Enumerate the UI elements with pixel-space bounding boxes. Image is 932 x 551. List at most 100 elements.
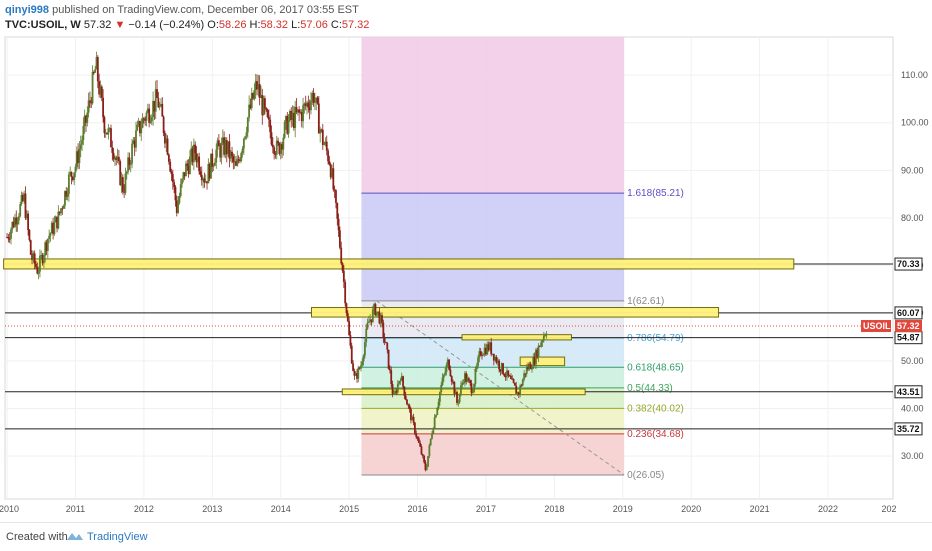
candle-body (78, 149, 81, 164)
candle-body (527, 366, 529, 370)
tradingview-brand[interactable]: TradingView (87, 531, 148, 543)
candle-body (56, 216, 58, 229)
candle-body (319, 129, 322, 134)
candle-body (440, 385, 443, 393)
candle-body (462, 382, 465, 384)
candle-body (416, 436, 419, 439)
candle-body (271, 144, 274, 148)
candle-body (74, 166, 77, 173)
candle-body (437, 401, 440, 408)
x-tick-label: 2018 (544, 504, 564, 514)
fib-trend-line (376, 300, 625, 476)
candle-body (170, 171, 173, 175)
x-tick-label: 2011 (66, 504, 85, 514)
x-tick-label: 2015 (339, 504, 359, 514)
candle-body (506, 370, 508, 377)
candle-body (495, 357, 498, 363)
tradingview-logo-icon[interactable] (66, 530, 84, 542)
candle-body (442, 374, 445, 378)
candle-body (167, 154, 170, 162)
candle-body (346, 313, 349, 322)
candle-body (12, 221, 15, 227)
candle-body (125, 171, 128, 174)
candle-body (235, 161, 237, 166)
candle-body (127, 157, 129, 172)
candle-body (491, 353, 494, 355)
y-tick-label: 80.00 (901, 213, 924, 223)
candle-body (124, 173, 127, 193)
candle-body (166, 138, 169, 155)
candle-body (279, 144, 282, 154)
candle-body (182, 172, 185, 180)
candle-body (510, 376, 512, 379)
candle-body (264, 98, 266, 108)
candle-body (32, 253, 35, 260)
candle-body (221, 137, 224, 143)
candle-body (525, 366, 528, 374)
fib-zone (361, 433, 625, 475)
footer: Created with TradingView (0, 522, 932, 551)
candle-body (116, 156, 119, 160)
candle-body (466, 378, 469, 382)
candle-body (37, 271, 40, 274)
y-tick-label: 40.00 (901, 404, 924, 414)
candle-body (140, 127, 143, 134)
candle-body (223, 137, 226, 155)
candle-body (478, 351, 481, 358)
candle-body (128, 157, 131, 165)
candle-body (94, 69, 97, 73)
candle-body (421, 454, 424, 456)
candle-body (541, 340, 544, 343)
author-link[interactable]: qinyi998 (5, 4, 50, 16)
candle-body (327, 150, 329, 162)
candle-body (295, 107, 298, 113)
candle-body (382, 322, 385, 338)
candle-body (413, 422, 416, 434)
candle-body (206, 181, 208, 184)
candle-body (29, 240, 32, 255)
candle-body (352, 363, 354, 371)
candle-body (99, 86, 102, 95)
candle-body (513, 382, 516, 386)
candle-body (339, 230, 341, 248)
candle-body (20, 194, 23, 205)
candle-body (344, 281, 347, 304)
candle-body (396, 383, 399, 393)
symbol-label: TVC:USOIL, W (5, 19, 81, 31)
candle-body (228, 141, 231, 159)
candle-body (307, 102, 310, 108)
candle-body (357, 367, 360, 379)
candle-body (133, 140, 136, 148)
candle-body (333, 189, 336, 191)
y-tick-label: 50.00 (901, 356, 924, 366)
candle-body (311, 93, 314, 101)
candle-body (366, 322, 369, 329)
x-tick-label: 2010 (0, 504, 19, 514)
candle-body (19, 204, 22, 217)
candle-body (67, 174, 70, 194)
candle-body (203, 178, 206, 183)
candle-body (164, 133, 166, 144)
candle-body (456, 392, 458, 403)
candle-body (423, 455, 426, 463)
candle-body (87, 100, 90, 113)
candle-body (335, 190, 337, 203)
candle-body (190, 148, 193, 157)
candle-body (515, 385, 518, 394)
level-price-tag (894, 306, 923, 320)
candle-body (374, 303, 377, 316)
candle-body (48, 235, 51, 239)
candle-body (220, 142, 223, 158)
candle-body (500, 363, 503, 372)
candle-body (145, 112, 148, 121)
candle-body (479, 351, 482, 356)
candle-body (329, 164, 332, 178)
candle-body (481, 355, 483, 357)
candle-body (152, 100, 154, 118)
candle-body (260, 95, 262, 98)
candle-body (241, 148, 244, 153)
candle-body (178, 196, 181, 203)
candle-body (141, 118, 144, 128)
candle-body (187, 166, 190, 175)
